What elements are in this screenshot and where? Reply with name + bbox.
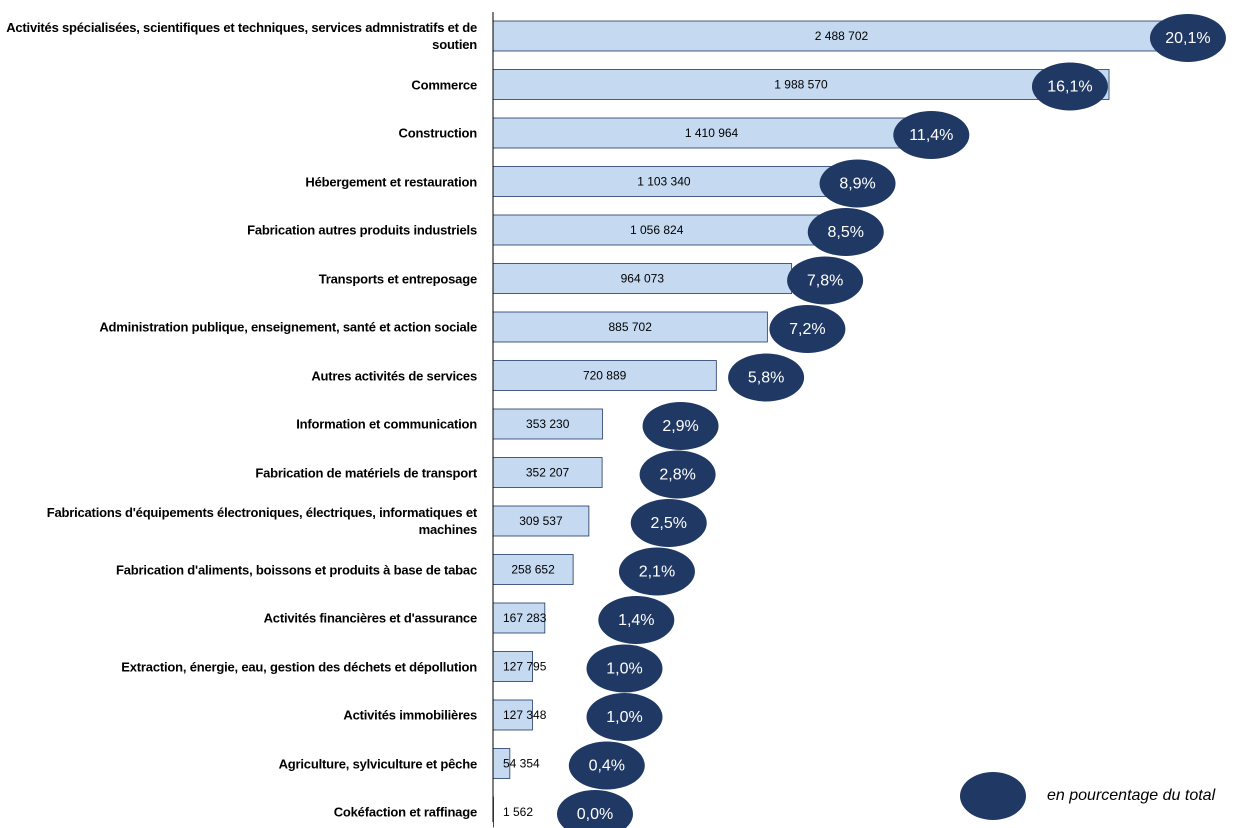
share-label: 5,8%	[748, 370, 784, 387]
share-label: 0,0%	[577, 806, 613, 823]
category-label: Information et communication	[296, 416, 477, 432]
share-label: 16,1%	[1047, 79, 1092, 96]
share-bubble	[787, 256, 864, 305]
share-label: 1,4%	[618, 612, 654, 629]
bar	[493, 166, 836, 197]
share-bubble	[586, 693, 663, 741]
share-bubble	[639, 450, 716, 499]
share-bubble	[728, 353, 805, 402]
bar	[493, 408, 603, 440]
category-label: Administration publique, enseignement, s…	[99, 319, 477, 335]
share-bubble	[630, 499, 707, 547]
value-label: 964 073	[621, 272, 665, 286]
category-label: Fabrications d'équipements électroniques…	[46, 505, 477, 537]
value-label: 1 562	[503, 805, 533, 819]
share-label: 8,5%	[828, 224, 864, 241]
share-bubble	[893, 111, 970, 159]
value-label: 309 537	[519, 514, 563, 528]
share-label: 1,0%	[606, 709, 642, 726]
value-label: 353 230	[526, 417, 570, 431]
share-label: 11,4%	[909, 127, 953, 144]
bar	[493, 651, 533, 682]
value-label: 352 207	[526, 466, 570, 480]
bar	[493, 602, 546, 634]
value-label: 167 283	[503, 611, 547, 625]
bar	[493, 554, 574, 585]
share-bubble	[568, 741, 645, 790]
share-bubble	[807, 208, 884, 256]
category-label: Extraction, énergie, eau, gestion des dé…	[121, 659, 477, 674]
value-label: 54 354	[503, 757, 540, 771]
share-bubble	[598, 596, 675, 644]
value-label: 720 889	[583, 369, 627, 383]
category-label: Autres activités de services	[311, 368, 477, 383]
category-label: Fabrication de matériels de transport	[255, 465, 477, 480]
share-bubble	[586, 644, 663, 693]
value-label: 2 488 702	[815, 29, 869, 43]
share-label: 2,5%	[651, 515, 687, 532]
value-label: 1 410 964	[685, 126, 739, 140]
share-label: 1,0%	[606, 661, 642, 678]
category-label: Transports et entreposage	[318, 271, 477, 286]
share-label: 2,1%	[639, 564, 675, 581]
category-label: Activités financières et d'assurance	[263, 610, 478, 626]
category-label: Cokéfaction et raffinage	[333, 804, 477, 820]
category-label: Fabrication autres produits industriels	[247, 222, 477, 238]
legend-label: en pourcentage du total	[1047, 787, 1216, 804]
bar	[493, 699, 533, 731]
category-label: Agriculture, sylviculture et pêche	[278, 756, 478, 771]
share-label: 20,1%	[1165, 30, 1210, 47]
bar	[493, 311, 768, 343]
value-label: 127 348	[503, 708, 547, 722]
share-bubble	[1149, 14, 1226, 62]
category-label: Fabrication d'aliments, boissons et prod…	[116, 562, 477, 577]
value-label: 1 103 340	[637, 175, 691, 189]
category-label: Activités immobilières	[343, 707, 477, 723]
bar	[493, 360, 717, 391]
value-label: 258 652	[511, 563, 555, 577]
value-label: 1 056 824	[630, 223, 684, 237]
share-label: 2,8%	[659, 467, 695, 484]
share-bubble	[819, 159, 896, 208]
share-label: 7,2%	[789, 321, 825, 338]
bar	[493, 505, 590, 537]
bar	[493, 117, 931, 149]
share-bubble	[1031, 62, 1108, 111]
bar	[493, 20, 1190, 52]
value-label: 127 795	[503, 660, 547, 674]
bar	[493, 69, 1110, 100]
category-label: Commerce	[411, 77, 477, 92]
share-label: 8,9%	[839, 176, 875, 193]
bar	[493, 214, 821, 246]
category-label: Activités spécialisées, scientifiques et…	[6, 20, 477, 52]
share-bubble	[557, 790, 633, 828]
share-bubble	[618, 547, 695, 596]
value-label: 1 988 570	[774, 78, 828, 92]
share-label: 7,8%	[807, 273, 843, 290]
share-label: 2,9%	[662, 418, 698, 435]
share-bubble	[769, 305, 846, 353]
bar	[493, 457, 603, 488]
category-label: Construction	[398, 125, 478, 141]
share-bubble	[642, 402, 719, 450]
share-label: 0,4%	[589, 758, 625, 775]
category-label: Hébergement et restauration	[305, 174, 477, 189]
bar	[493, 748, 511, 779]
value-label: 885 702	[608, 320, 652, 334]
legend-swatch	[960, 772, 1026, 820]
